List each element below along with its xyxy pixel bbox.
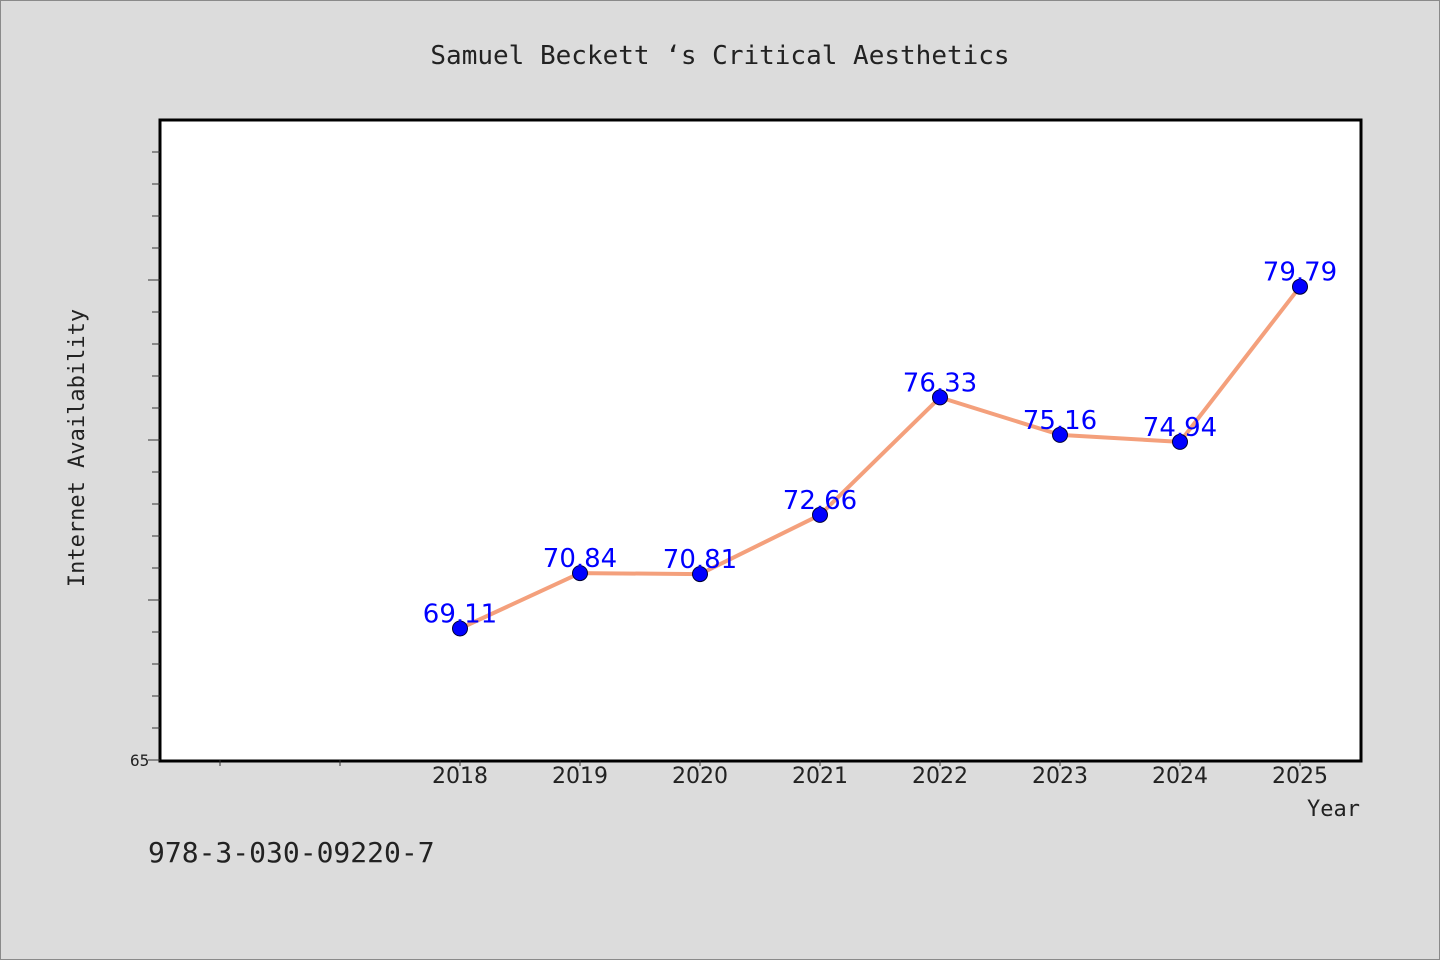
data-label: 69.11 bbox=[423, 600, 497, 630]
data-point bbox=[692, 566, 708, 583]
x-tick-label: 2024 bbox=[1152, 764, 1208, 789]
data-point bbox=[452, 620, 468, 637]
x-tick-label: 2021 bbox=[792, 764, 848, 789]
x-tick-label: 2019 bbox=[552, 764, 608, 789]
y-tick-label: 65 bbox=[130, 751, 149, 770]
y-axis-ticks bbox=[148, 151, 160, 761]
x-tick-label: 2023 bbox=[1032, 764, 1088, 789]
x-axis-ticks bbox=[219, 760, 1301, 766]
data-label: 74.94 bbox=[1143, 413, 1217, 443]
data-label: 70.81 bbox=[663, 545, 737, 575]
data-point bbox=[1292, 278, 1308, 295]
x-tick-label: 2020 bbox=[672, 764, 728, 789]
x-tick-labels: 2018 2019 2020 2021 2022 2023 2024 2025 bbox=[432, 764, 1328, 789]
data-label: 70.84 bbox=[543, 544, 617, 574]
data-point bbox=[1052, 426, 1068, 443]
data-point bbox=[932, 389, 948, 406]
data-label: 79.79 bbox=[1263, 258, 1337, 288]
x-tick-label: 2018 bbox=[432, 764, 488, 789]
data-label: 76.33 bbox=[903, 368, 977, 398]
x-tick-label: 2025 bbox=[1272, 764, 1328, 789]
x-axis-label: Year bbox=[1307, 797, 1360, 822]
data-point bbox=[1172, 433, 1188, 450]
x-tick-label: 2022 bbox=[912, 764, 968, 789]
data-label: 72.66 bbox=[783, 486, 857, 516]
chart-title: Samuel Beckett ‘s Critical Aesthetics bbox=[430, 41, 1009, 71]
series-1 bbox=[452, 278, 1308, 637]
data-label: 75.16 bbox=[1023, 406, 1097, 436]
data-point bbox=[812, 506, 828, 523]
isbn-text: 978-3-030-09220-7 bbox=[148, 836, 435, 869]
series-line bbox=[458, 284, 1302, 631]
data-point bbox=[572, 565, 588, 582]
data-labels: 69.11 70.84 70.81 72.66 76.33 75.16 74.94 79.79 bbox=[423, 258, 1337, 630]
y-axis-label: Internet Availability bbox=[65, 309, 90, 587]
